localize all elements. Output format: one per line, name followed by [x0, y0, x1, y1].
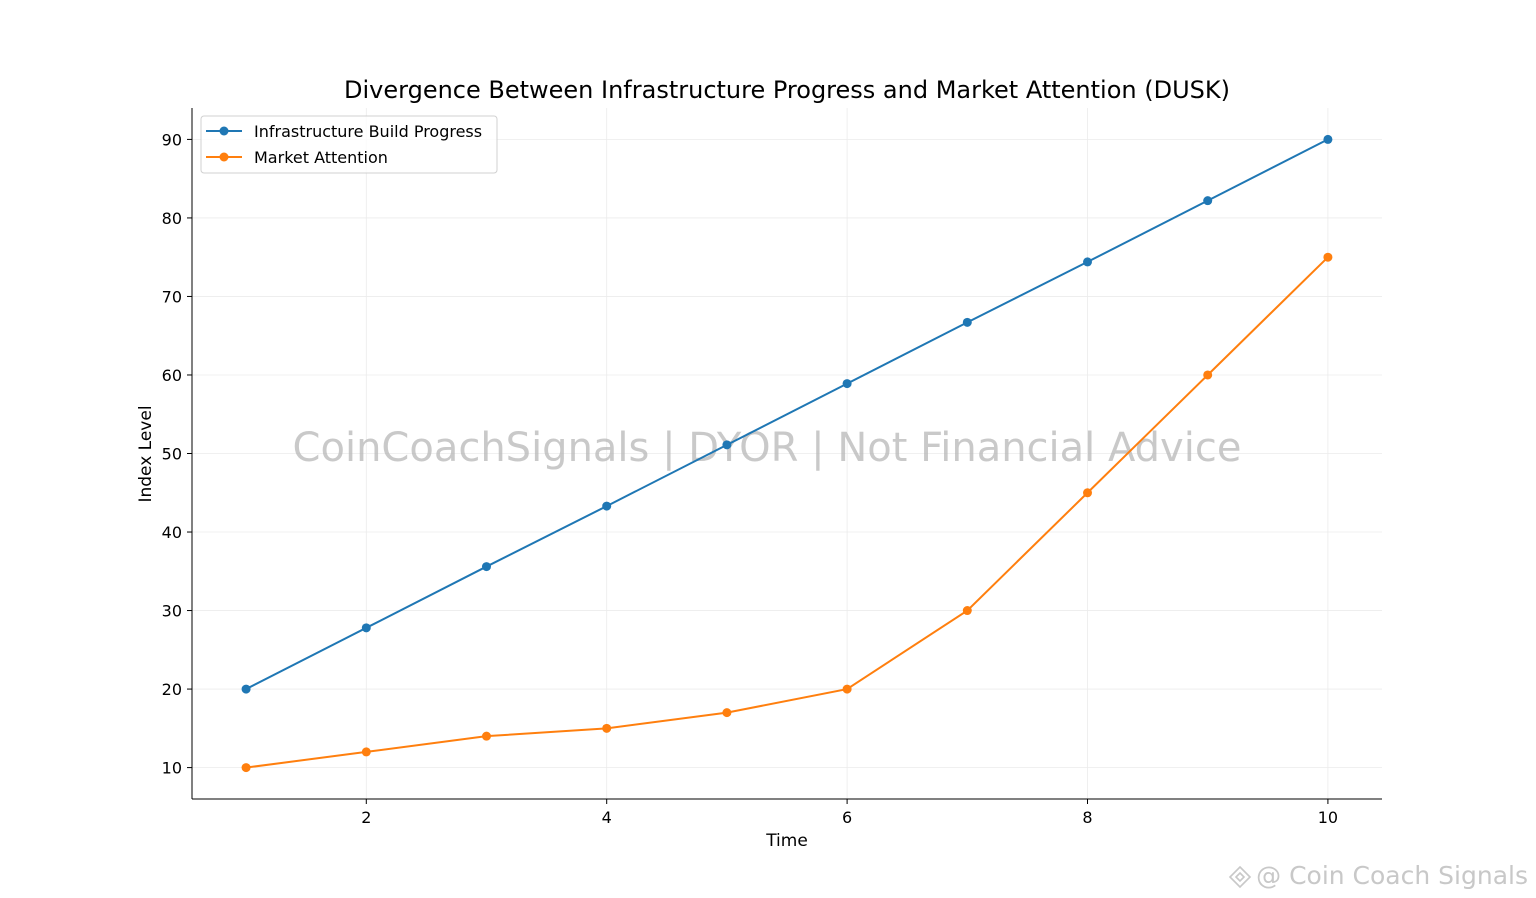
series-line: [245, 138, 1329, 690]
data-point: [481, 731, 491, 741]
data-point: [722, 440, 732, 450]
legend-marker: [219, 152, 229, 162]
legend-marker: [219, 126, 229, 136]
x-tick-label: 4: [602, 808, 612, 827]
data-point: [722, 708, 732, 718]
legend-label: Infrastructure Build Progress: [254, 122, 482, 141]
series: [241, 134, 1333, 773]
series-2: [241, 252, 1333, 773]
legend-box: [200, 115, 498, 174]
watermark-text: CoinCoachSignals | DYOR | Not Financial …: [293, 425, 1242, 471]
x-tick-label: 8: [1082, 808, 1092, 827]
data-point: [1203, 370, 1213, 380]
y-tick-label: 60: [162, 366, 182, 385]
x-tick-label: 2: [361, 808, 371, 827]
x-tick-label: 10: [1318, 808, 1338, 827]
data-point: [1203, 196, 1213, 206]
x-tick-label: 6: [842, 808, 852, 827]
data-point: [842, 684, 852, 694]
binance-diamond-icon: [1228, 865, 1252, 889]
data-point: [1323, 252, 1333, 262]
data-point: [241, 684, 251, 694]
legend-label: Market Attention: [254, 148, 388, 167]
data-point: [241, 763, 251, 773]
y-tick-label: 30: [162, 602, 182, 621]
y-tick-label: 10: [162, 759, 182, 778]
data-point: [1323, 134, 1333, 144]
data-point: [1083, 488, 1093, 498]
y-tick-label: 80: [162, 209, 182, 228]
data-point: [962, 606, 972, 616]
y-tick-label: 90: [162, 130, 182, 149]
credit: @ Coin Coach Signals: [1228, 861, 1528, 890]
data-point: [602, 501, 612, 511]
y-tick-label: 50: [162, 445, 182, 464]
y-tick-label: 40: [162, 523, 182, 542]
data-point: [842, 379, 852, 389]
data-point: [481, 562, 491, 572]
chart-title: Divergence Between Infrastructure Progre…: [344, 76, 1230, 104]
data-point: [1083, 257, 1093, 267]
series-1: [241, 134, 1333, 694]
data-point: [602, 723, 612, 733]
data-point: [361, 747, 371, 757]
watermark: CoinCoachSignals | DYOR | Not Financial …: [293, 425, 1242, 471]
credit-text: @ Coin Coach Signals: [1256, 861, 1528, 890]
y-axis-label: Index Level: [136, 405, 156, 502]
ticks: 2 4 6 8 10 10 20 30 40 50 60 70 80 90: [162, 130, 1338, 827]
grid: [192, 108, 1382, 799]
data-point: [962, 317, 972, 327]
legend: Infrastructure Build Progress Market Atte…: [200, 115, 498, 174]
data-point: [361, 623, 371, 633]
y-tick-label: 70: [162, 287, 182, 306]
x-axis-label: Time: [765, 831, 808, 851]
y-tick-label: 20: [162, 680, 182, 699]
series-line: [245, 256, 1329, 769]
